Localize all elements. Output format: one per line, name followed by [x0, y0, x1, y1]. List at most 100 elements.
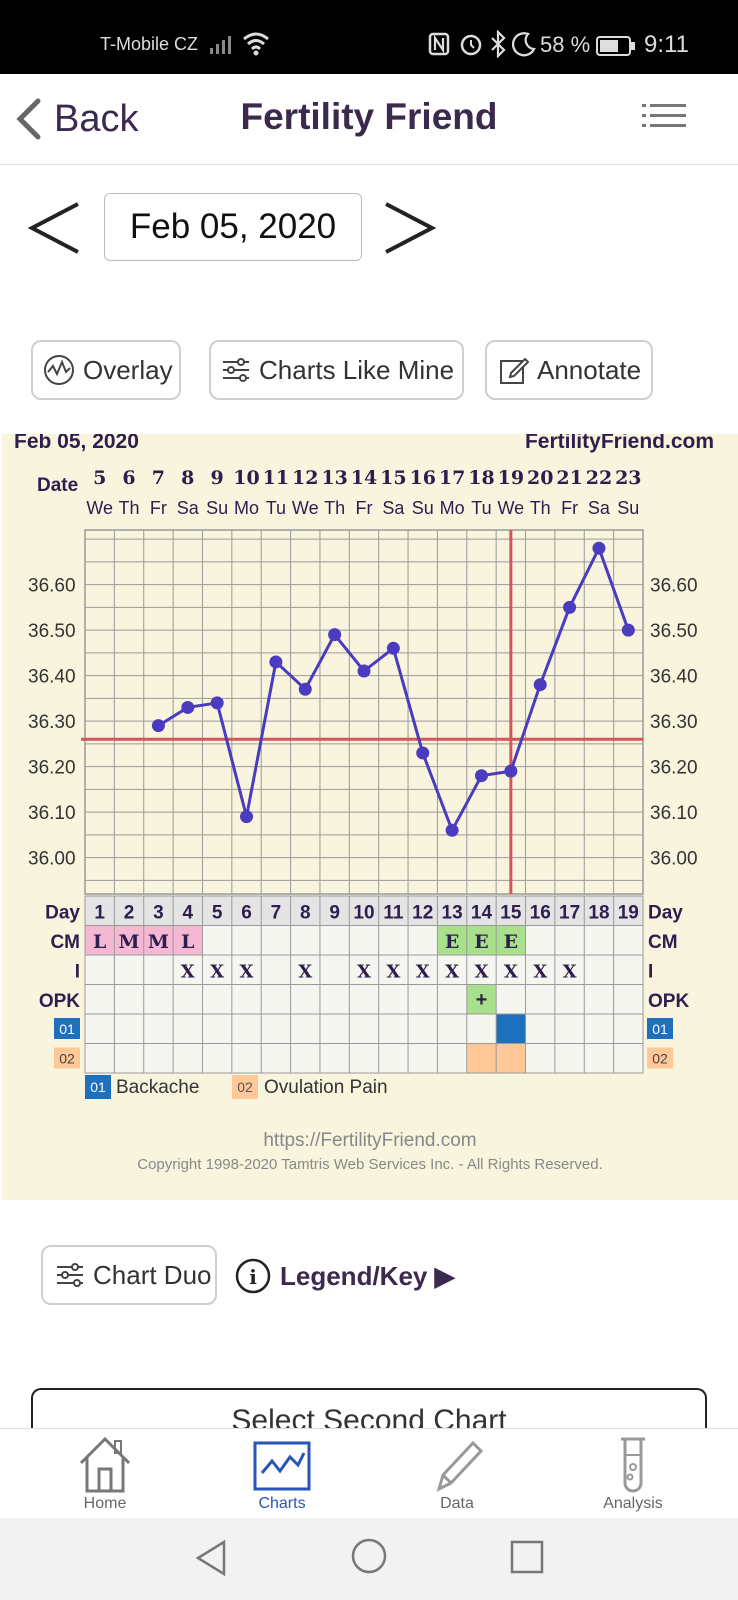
cycle-day-label: 8 — [300, 903, 311, 924]
y-tick-label-left: 36.10 — [28, 803, 76, 824]
cm-label: M — [119, 931, 140, 953]
date-tick-label: 19 — [498, 467, 524, 489]
charts-like-mine-label: Charts Like Mine — [259, 354, 455, 385]
date-tick-label: 13 — [321, 467, 347, 489]
cm-label: E — [445, 931, 459, 953]
intercourse-label: X — [504, 962, 518, 983]
temperature-point — [181, 700, 195, 714]
carrier-label: T-Mobile CZ — [100, 34, 199, 54]
row-label-right: OPK — [648, 991, 689, 1012]
svg-text:i: i — [249, 1265, 257, 1289]
charts-like-mine-button[interactable]: Charts Like Mine — [209, 340, 464, 400]
tab-data[interactable]: Data — [382, 1429, 532, 1513]
y-tick-label-left: 36.30 — [28, 712, 76, 733]
system-back-icon[interactable] — [192, 1538, 232, 1578]
previous-date-arrow-icon[interactable] — [26, 198, 86, 258]
chart-duo-button[interactable]: Chart Duo — [41, 1245, 217, 1305]
y-tick-label-right: 36.00 — [650, 849, 698, 870]
date-field[interactable]: Feb 05, 2020 — [104, 193, 362, 261]
y-tick-label-right: 36.30 — [650, 712, 698, 733]
y-tick-label-left: 36.40 — [28, 667, 76, 688]
cm-label: E — [504, 931, 518, 953]
cycle-day-label: 15 — [500, 903, 522, 924]
cm-label: M — [148, 931, 169, 953]
legend-badge-01 — [85, 1075, 111, 1099]
cycle-day-label: 12 — [412, 903, 433, 924]
cycle-day-label: 3 — [153, 903, 164, 924]
date-tick-label: 21 — [556, 467, 582, 489]
weekday-tick-label: We — [497, 498, 524, 518]
back-button[interactable]: Back — [14, 94, 138, 144]
symptom-02-cell — [466, 1043, 497, 1073]
battery-icon — [596, 36, 635, 56]
weekday-tick-label: Sa — [177, 498, 200, 518]
cycle-day-label: 5 — [212, 903, 223, 924]
weekday-tick-label: Su — [617, 498, 639, 518]
weekday-tick-label: We — [292, 498, 319, 518]
date-tick-label: 8 — [181, 467, 194, 489]
battery-percent: 58 % — [540, 32, 591, 57]
y-tick-label-right: 36.10 — [650, 803, 698, 824]
nfc-icon — [428, 32, 450, 56]
y-tick-label-right: 36.40 — [650, 667, 698, 688]
date-tick-label: 17 — [439, 467, 465, 489]
cm-cell — [437, 925, 467, 955]
legend-key-link[interactable]: i Legend/Key ▶ — [234, 1256, 455, 1296]
date-tick-label: 9 — [211, 467, 224, 489]
date-tick-label: 11 — [263, 467, 289, 489]
legend-code-01: 01 — [90, 1079, 106, 1095]
chart-icon — [253, 1441, 311, 1491]
cycle-day-label: 10 — [353, 903, 374, 924]
y-tick-label-right: 36.20 — [650, 758, 698, 779]
tab-analysis-label: Analysis — [603, 1495, 663, 1512]
temperature-point — [269, 655, 283, 669]
tab-charts[interactable]: Charts — [207, 1429, 357, 1513]
cycle-day-label: 4 — [183, 903, 194, 924]
symptom-01-cell — [496, 1014, 526, 1044]
chevron-left-icon — [16, 98, 41, 140]
fertility-chart-panel: Feb 05, 2020 FertilityFriend.com Date 5 6 7 8 9… — [2, 434, 738, 1200]
home-icon — [79, 1436, 131, 1493]
chart-date-label: Feb 05, 2020 — [14, 434, 139, 453]
annotate-button[interactable]: Annotate — [485, 340, 653, 400]
tab-home[interactable]: Home — [30, 1429, 180, 1513]
y-tick-label-left: 36.00 — [28, 849, 76, 870]
symptom-code-right: 01 — [652, 1021, 668, 1037]
chart-url: https://FertilityFriend.com — [263, 1130, 476, 1151]
intercourse-label: X — [181, 962, 195, 983]
temperature-point — [151, 719, 165, 733]
next-date-arrow-icon[interactable] — [380, 198, 440, 258]
system-recents-icon[interactable] — [507, 1538, 547, 1578]
date-tick-label: 10 — [233, 467, 259, 489]
date-tick-label: 6 — [122, 467, 135, 489]
overlay-button[interactable]: Overlay — [31, 340, 181, 400]
cycle-day-label: 17 — [559, 903, 580, 924]
overlay-label: Overlay — [83, 354, 173, 385]
intercourse-label: X — [386, 962, 400, 983]
symptom-02-cell — [496, 1043, 526, 1073]
weekday-tick-label: Sa — [382, 498, 405, 518]
temperature-point — [563, 600, 577, 614]
chart-duo-label: Chart Duo — [93, 1259, 212, 1290]
cm-cell — [114, 925, 144, 955]
row-label-right: I — [648, 962, 653, 983]
menu-button[interactable] — [640, 100, 690, 140]
symptom-code-badge-right — [647, 1018, 673, 1039]
signal-icon — [210, 36, 231, 54]
intercourse-label: X — [416, 962, 430, 983]
system-navigation-bar — [0, 1518, 738, 1600]
cycle-day-label: 1 — [94, 903, 105, 924]
y-tick-label-right: 36.60 — [650, 576, 698, 597]
system-home-icon[interactable] — [349, 1536, 389, 1576]
cm-cell — [85, 925, 115, 955]
tab-analysis[interactable]: Analysis — [558, 1429, 708, 1513]
legend-key-label: Legend/Key ▶ — [280, 1260, 455, 1291]
date-tick-label: 18 — [468, 467, 494, 489]
intercourse-label: X — [298, 962, 312, 983]
symptom-code-badge-right — [647, 1047, 673, 1069]
clock: 9:11 — [644, 31, 689, 58]
cm-cell — [143, 925, 174, 955]
intercourse-label: X — [210, 962, 224, 983]
cm-label: L — [93, 931, 106, 953]
